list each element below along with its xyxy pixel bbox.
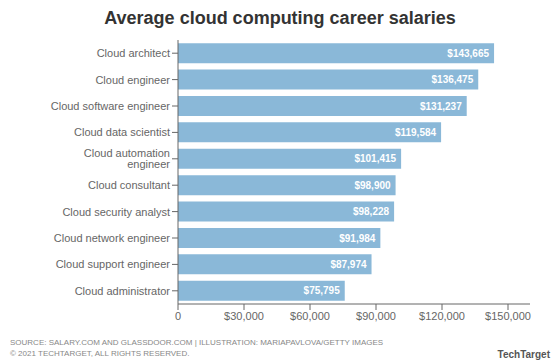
svg-text:Cloud automationengineer: Cloud automationengineer xyxy=(84,147,171,170)
svg-text:$91,984: $91,984 xyxy=(339,233,376,244)
svg-text:$90,000: $90,000 xyxy=(356,310,396,322)
svg-text:$150,000: $150,000 xyxy=(485,310,531,322)
svg-text:Cloud administrator: Cloud administrator xyxy=(75,285,171,297)
html-text:TechTarget: TechTarget xyxy=(497,349,550,360)
svg-text:Cloud network engineer: Cloud network engineer xyxy=(54,232,171,244)
svg-text:Cloud software engineer: Cloud software engineer xyxy=(51,100,171,112)
svg-text:Cloud data scientist: Cloud data scientist xyxy=(74,126,170,138)
svg-text:Cloud security analyst: Cloud security analyst xyxy=(62,206,170,218)
svg-text:$75,795: $75,795 xyxy=(304,285,341,296)
svg-text:Cloud consultant: Cloud consultant xyxy=(88,179,170,191)
svg-text:$98,228: $98,228 xyxy=(353,206,390,217)
svg-text:0: 0 xyxy=(175,310,181,322)
svg-text:$136,475: $136,475 xyxy=(432,74,474,85)
svg-text:Cloud engineer: Cloud engineer xyxy=(95,74,170,86)
svg-text:$98,900: $98,900 xyxy=(354,180,391,191)
svg-text:$120,000: $120,000 xyxy=(419,310,465,322)
svg-text:$87,974: $87,974 xyxy=(330,259,367,270)
svg-text:Cloud support engineer: Cloud support engineer xyxy=(56,258,171,270)
html-text:© 2021 TECHTARGET, ALL RIGHTS: © 2021 TECHTARGET, ALL RIGHTS RESERVED. xyxy=(10,349,190,358)
html-text:Average cloud computing career: Average cloud computing career salaries xyxy=(104,8,456,28)
html-text:SOURCE: SALARY.COM AND GLASSDO: SOURCE: SALARY.COM AND GLASSDOOR.COM | I… xyxy=(10,338,384,347)
svg-text:$60,000: $60,000 xyxy=(290,310,330,322)
svg-text:$131,237: $131,237 xyxy=(420,101,462,112)
svg-text:$119,584: $119,584 xyxy=(395,127,437,138)
svg-text:$30,000: $30,000 xyxy=(224,310,264,322)
svg-text:$143,665: $143,665 xyxy=(447,48,489,59)
svg-text:$101,415: $101,415 xyxy=(354,153,396,164)
svg-text:Cloud architect: Cloud architect xyxy=(97,47,170,59)
